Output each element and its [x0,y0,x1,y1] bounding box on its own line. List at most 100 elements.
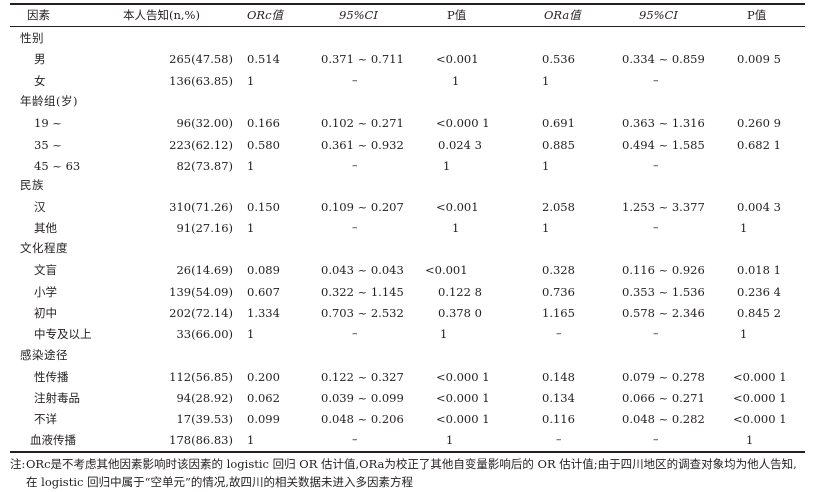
cell-ci-2: 0.066 ~ 0.271 [622,391,705,405]
cell-or-a: 1 [542,221,550,235]
row-label: 中专及以上 [34,327,92,341]
cell-ci-2: 1.253 ~ 3.377 [622,200,705,214]
cell-p-2: 0.004 3 [737,200,781,214]
cell-p-1: 0.122 8 [438,285,482,299]
cell-n: 96(32.00) [176,116,233,130]
row-label: 汉 [34,200,46,214]
cell-ci-1: 0.048 ~ 0.206 [321,412,404,426]
cell-p-1: 1 [440,327,448,341]
cell-ci-2: 0.578 ~ 2.346 [622,306,705,320]
row-label: 19 ~ [34,116,62,130]
header-bottom-rule [10,26,805,27]
cell-or-c: 1 [247,327,255,341]
cell-p-1: 0.378 0 [438,306,482,320]
cell-or-a: 0.691 [542,116,575,130]
cell-or-c: 0.200 [247,370,280,384]
cell-p-1: 1 [443,159,451,173]
cell-or-c: 0.166 [247,116,280,130]
cell-ci-1: 0.703 ~ 2.532 [321,306,404,320]
cell-or-c: 0.099 [247,412,280,426]
cell-ci-2: 0.353 ~ 1.536 [622,285,705,299]
cell-p-1: <0.000 1 [436,370,490,384]
cell-p-2: 0.845 2 [737,306,781,320]
cell-p-1: <0.000 1 [436,391,490,405]
header-p-1: P值 [447,8,467,22]
cell-n: 223(62.12) [169,138,233,152]
cell-or-a: 0.148 [542,370,575,384]
cell-ci-1: 0.043 ~ 0.043 [321,263,404,277]
cell-or-a: 1 [542,74,550,88]
cell-or-a: 0.885 [542,138,575,152]
header-ci-2: 95%CI [639,8,678,22]
cell-ci-1: – [352,433,358,446]
cell-or-a: 0.736 [542,285,575,299]
table-note: ORc是不考虑其他因素影响时该因素的 logistic 回归 OR 估计值,OR… [26,457,797,489]
cell-n: 82(73.87) [176,159,233,173]
cell-n: 310(71.26) [169,200,233,214]
cell-ci-1: – [352,74,358,87]
header-factor: 因素 [27,8,50,22]
row-label: 45 ~ 63 [34,159,81,173]
cell-n: 94(28.92) [176,391,233,405]
cell-ci-1: – [352,327,358,340]
cell-or-c: 1 [247,74,255,88]
cell-n: 17(39.53) [176,412,233,426]
cell-ci-1: 0.361 ~ 0.932 [321,138,404,152]
header-p-2: P值 [747,8,767,22]
header-self-notified: 本人告知(n,%) [123,8,200,22]
cell-p-1: <0.001 [436,52,479,66]
cell-p-1: <0.001 [436,200,479,214]
cell-or-c: 1 [247,433,255,447]
cell-n: 112(56.85) [169,370,233,384]
row-label: 女 [34,74,46,88]
cell-p-2: 0.236 4 [737,285,781,299]
row-label: 不详 [34,412,57,426]
cell-p-2: 0.260 9 [737,116,781,130]
cell-p-2: 1 [746,433,754,447]
cell-ci-2: – [653,327,659,340]
row-label: 初中 [34,306,57,320]
header-or-c: ORc值 [247,8,284,22]
group-label: 民族 [20,178,44,192]
cell-p-1: <0.000 1 [436,116,490,130]
cell-ci-1: 0.109 ~ 0.207 [321,200,404,214]
cell-p-1: <0.001 [425,263,468,277]
cell-or-a: 1 [542,159,550,173]
cell-or-c: 0.580 [247,138,280,152]
cell-ci-2: 0.494 ~ 1.585 [622,138,705,152]
cell-n: 91(27.16) [176,221,233,235]
table-bottom-rule [10,451,805,453]
row-label: 35 ~ [34,138,62,152]
row-label: 文盲 [34,263,57,277]
cell-or-a: – [556,327,562,340]
cell-ci-1: 0.122 ~ 0.327 [321,370,404,384]
cell-or-a: 0.536 [542,52,575,66]
cell-ci-1: – [352,221,358,234]
group-label: 年龄组(岁) [20,94,78,108]
cell-ci-1: 0.102 ~ 0.271 [321,116,404,130]
cell-ci-2: 0.079 ~ 0.278 [622,370,705,384]
cell-p-2: 0.018 1 [737,263,781,277]
cell-p-2: <0.000 1 [733,412,787,426]
cell-ci-2: 0.048 ~ 0.282 [622,412,705,426]
cell-or-c: 0.607 [247,285,280,299]
group-label: 感染途径 [20,348,68,362]
row-label: 注射毒品 [34,391,80,405]
cell-ci-1: – [352,159,358,172]
cell-ci-2: 0.116 ~ 0.926 [622,263,705,277]
cell-or-a: 0.134 [542,391,575,405]
cell-or-c: 0.150 [247,200,280,214]
cell-p-1: 0.024 3 [438,138,482,152]
cell-n: 139(54.09) [169,285,233,299]
cell-p-1: 1 [452,221,460,235]
cell-n: 178(86.83) [169,433,233,447]
cell-or-c: 0.062 [247,391,280,405]
table-note-label: 注: [10,457,26,471]
cell-p-1: <0.000 1 [436,412,490,426]
row-label: 男 [34,52,46,66]
cell-or-c: 1 [247,159,255,173]
cell-p-2: <0.000 1 [733,391,787,405]
cell-n: 33(66.00) [176,327,233,341]
cell-p-1: 1 [452,74,460,88]
cell-ci-2: – [653,433,659,446]
